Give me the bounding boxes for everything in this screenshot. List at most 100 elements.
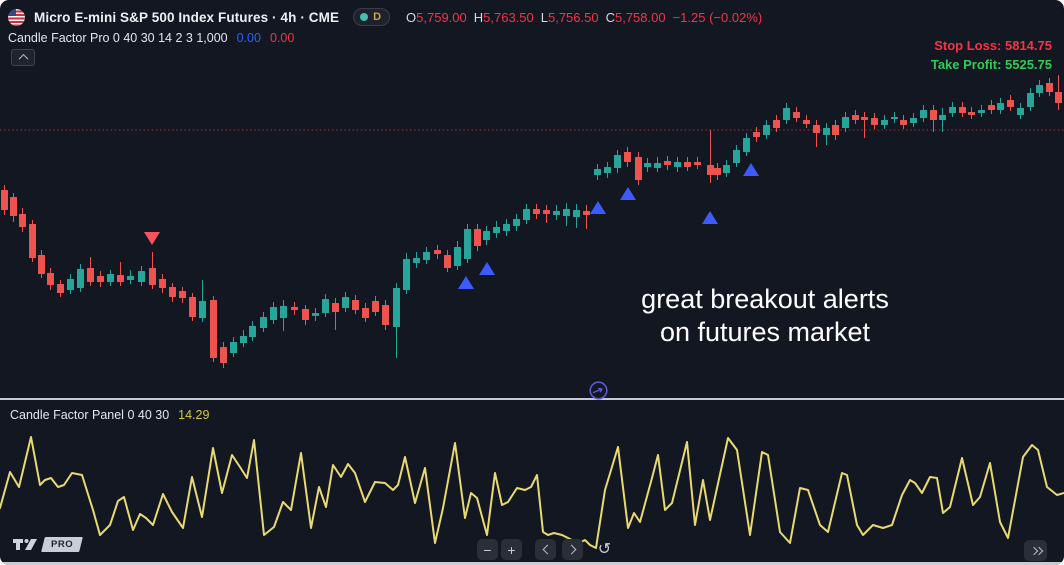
candle — [67, 274, 74, 294]
candle — [644, 158, 651, 172]
zoom-out-button[interactable]: − — [477, 539, 498, 560]
open-label: O — [406, 9, 417, 25]
candle — [773, 115, 780, 132]
scroll-right-button[interactable] — [562, 539, 583, 560]
candle — [434, 245, 441, 259]
candle — [107, 270, 114, 286]
candle — [240, 330, 247, 347]
sell-signal-marker — [144, 232, 160, 245]
candle — [594, 164, 601, 180]
open-value: 5,759.00 — [416, 9, 467, 25]
candle — [362, 303, 369, 322]
low-label: L — [540, 9, 548, 25]
candle — [513, 214, 520, 231]
buy-signal-marker — [702, 211, 718, 224]
candle — [635, 152, 642, 185]
candle — [503, 219, 510, 236]
candle — [674, 157, 681, 172]
candle — [604, 162, 611, 178]
candle — [159, 274, 166, 293]
lower-panel-value: 14.29 — [178, 408, 210, 422]
candle — [423, 247, 430, 264]
candle — [881, 115, 888, 129]
pane-divider[interactable] — [0, 398, 1064, 400]
candle — [149, 252, 156, 289]
candle — [553, 205, 560, 220]
candle — [997, 98, 1004, 114]
candle — [783, 103, 790, 124]
candle — [583, 205, 590, 229]
candle — [533, 204, 540, 219]
candle — [210, 296, 217, 362]
candle — [291, 302, 298, 315]
candle — [372, 296, 379, 316]
scroll-left-button[interactable] — [535, 539, 556, 560]
candle — [464, 224, 471, 263]
candle — [1007, 95, 1014, 111]
candle — [1027, 88, 1034, 111]
interval-badge[interactable]: D — [353, 8, 391, 26]
candle — [97, 271, 104, 287]
candle — [127, 270, 134, 284]
collapse-legend-button[interactable] — [11, 49, 35, 66]
candle — [753, 127, 760, 142]
symbol-header: Micro E-mini S&P 500 Index Futures · 4h … — [8, 8, 762, 26]
candle — [793, 107, 800, 122]
candle — [832, 120, 839, 140]
candle — [474, 224, 481, 251]
candle — [978, 105, 985, 117]
candle — [312, 308, 319, 321]
pane-handle-arrow-icon[interactable] — [589, 381, 608, 400]
candle — [1046, 78, 1053, 96]
candle — [871, 113, 878, 129]
high-value: 5,763.50 — [483, 9, 534, 25]
candle — [270, 302, 277, 324]
candle — [684, 157, 691, 171]
double-chevron-right-icon — [1029, 546, 1043, 555]
candle — [403, 253, 410, 294]
candle — [483, 226, 490, 245]
candle — [280, 300, 287, 331]
expand-panel-button[interactable] — [1024, 540, 1047, 561]
reset-chart-button[interactable]: ↺ — [594, 538, 615, 559]
window-bottom-edge — [0, 562, 1064, 565]
candle — [444, 250, 451, 272]
candle — [891, 112, 898, 123]
buy-signal-marker — [743, 163, 759, 176]
buy-signal-marker — [620, 187, 636, 200]
candle — [624, 147, 631, 167]
candle — [563, 203, 570, 226]
interval-letter: D — [373, 11, 382, 23]
candle — [19, 208, 26, 232]
candle — [189, 293, 196, 321]
candle — [117, 262, 124, 286]
tradingview-logo[interactable]: PRO — [12, 536, 83, 553]
candle — [230, 337, 237, 357]
pro-badge: PRO — [41, 537, 83, 552]
candle — [199, 280, 206, 322]
chevron-left-icon — [542, 544, 552, 555]
symbol-title[interactable]: Micro E-mini S&P 500 Index Futures · 4h … — [34, 9, 340, 25]
candle — [910, 113, 917, 127]
zoom-in-button[interactable]: + — [501, 539, 522, 560]
candle — [614, 150, 621, 173]
candle — [77, 264, 84, 292]
candle — [332, 298, 339, 330]
lower-panel-legend[interactable]: Candle Factor Panel 0 40 30 14.29 — [10, 408, 209, 422]
candle — [543, 205, 550, 223]
lower-panel-name-params: Candle Factor Panel 0 40 30 — [10, 408, 170, 422]
indicator-legend[interactable]: Candle Factor Pro 0 40 30 14 2 3 1,000 0… — [8, 31, 294, 45]
candle — [47, 268, 54, 290]
candle — [573, 204, 580, 228]
candle — [342, 292, 349, 312]
candle — [413, 252, 420, 268]
candle — [352, 295, 359, 314]
candle — [1055, 75, 1062, 110]
candle — [493, 221, 500, 238]
us-flag-icon — [8, 8, 25, 26]
candle — [900, 115, 907, 129]
candle — [852, 110, 859, 124]
status-dot-icon — [360, 13, 369, 21]
candle — [393, 283, 400, 358]
